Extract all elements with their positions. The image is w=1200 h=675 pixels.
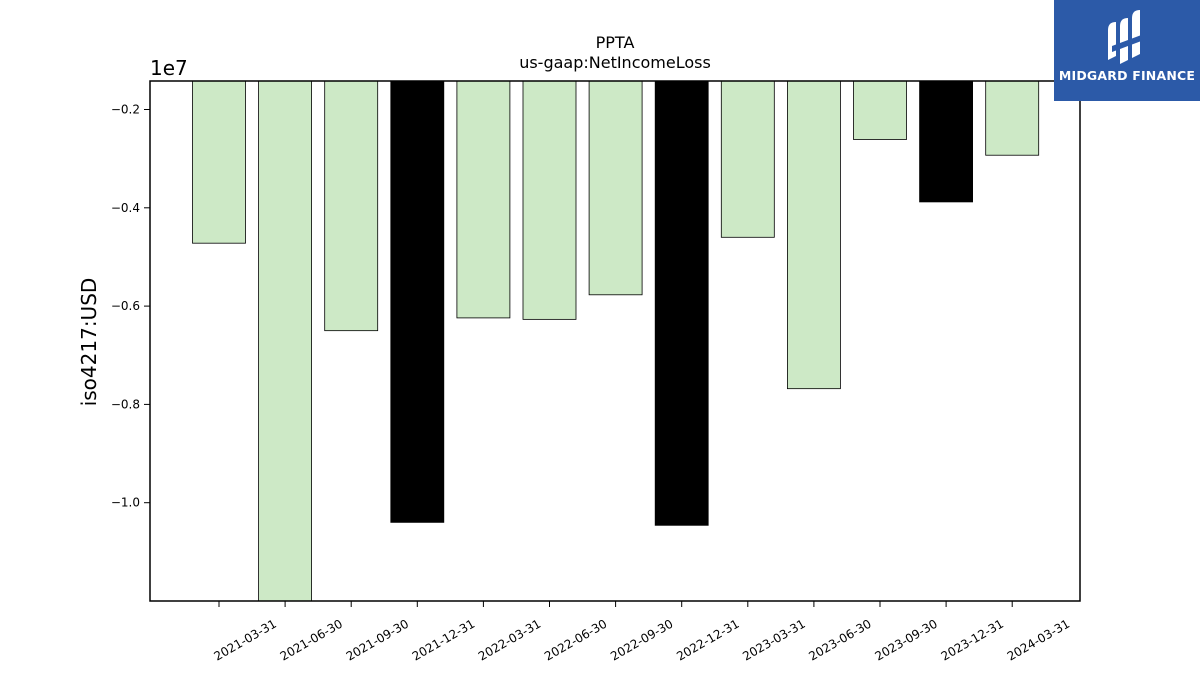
x-tick-label: 2023-06-30: [806, 617, 873, 664]
y-ticks-group: −1.0 −0.8 −0.6 −0.4 −0.2: [111, 103, 150, 510]
bar-2023-03-31: [720, 80, 775, 238]
x-tick-label: 2022-03-31: [476, 617, 543, 664]
x-tick-label: 2021-12-31: [410, 617, 477, 664]
x-tick-label: 2022-06-30: [542, 617, 609, 664]
bar-2021-09-30: [324, 80, 379, 332]
x-tick-label: 2023-09-30: [873, 617, 940, 664]
y-tick-label: −0.4: [111, 201, 140, 215]
x-tick-label: 2023-12-31: [939, 617, 1006, 664]
bar-2023-09-30: [853, 80, 907, 140]
y-axis-offset-label: 1e7: [150, 56, 188, 80]
x-tick-label: 2024-03-31: [1005, 617, 1072, 664]
bar-2021-03-31: [192, 80, 246, 244]
bar-2022-09-30: [588, 80, 643, 296]
logo-text: MIDGARD FINANCE: [1058, 68, 1196, 83]
y-tick-label: −0.2: [111, 103, 140, 117]
x-tick-label: 2022-12-31: [674, 617, 741, 664]
bar-2022-06-30: [522, 80, 577, 320]
x-tick-label: 2021-06-30: [278, 617, 345, 664]
bar-2023-12-31: [919, 80, 973, 203]
bars-group: [192, 80, 1040, 602]
y-tick-label: −0.8: [111, 397, 140, 411]
midgard-logo-icon: [1108, 10, 1144, 64]
x-ticks-group: 2021-03-312021-06-302021-09-302021-12-31…: [212, 601, 1072, 664]
chart-title: PPTA: [596, 33, 635, 52]
x-tick-label: 2021-03-31: [212, 617, 279, 664]
x-tick-label: 2023-03-31: [740, 617, 807, 664]
midgard-finance-logo: MIDGARD FINANCE: [1054, 0, 1200, 101]
bar-2022-12-31: [654, 80, 709, 526]
bar-2021-06-30: [258, 80, 313, 602]
y-tick-label: −0.6: [111, 299, 140, 313]
y-tick-label: −1.0: [111, 496, 140, 510]
y-axis-label: iso4217:USD: [77, 278, 101, 407]
bar-2021-12-31: [390, 80, 445, 523]
chart-subtitle: us-gaap:NetIncomeLoss: [519, 53, 711, 72]
plot-frame: [149, 80, 1081, 602]
bar-2024-03-31: [985, 80, 1040, 156]
bar-2023-06-30: [787, 80, 841, 390]
x-tick-label: 2021-09-30: [344, 617, 411, 664]
bar-2022-03-31: [456, 80, 511, 319]
x-tick-label: 2022-09-30: [608, 617, 675, 664]
